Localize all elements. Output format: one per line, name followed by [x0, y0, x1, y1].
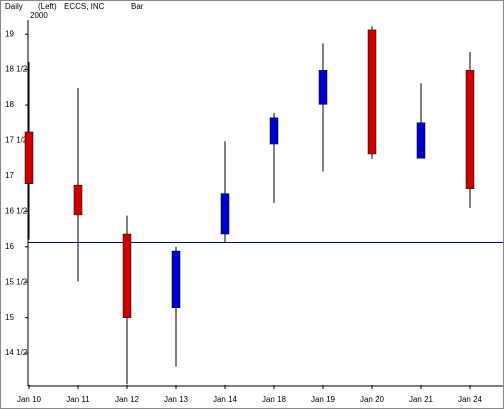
- candle-body: [24, 131, 34, 184]
- header: Daily: [5, 2, 23, 11]
- x-tick-label: Jan 14: [213, 395, 238, 404]
- header: (Left): [38, 2, 57, 11]
- x-tick-label: Jan 19: [311, 395, 336, 404]
- x-tick-label: Jan 11: [66, 395, 90, 404]
- y-tick-label: 18 1/2: [5, 65, 28, 74]
- x-tick-label: Jan 18: [262, 395, 287, 404]
- candle-body: [318, 70, 328, 105]
- x-tick-label: Jan 10: [17, 395, 42, 404]
- candle-body: [73, 184, 83, 216]
- y-tick-label: 17: [5, 171, 14, 180]
- candle-body: [122, 233, 132, 318]
- x-tick-label: Jan 12: [115, 395, 140, 404]
- y-tick-label: 15: [5, 313, 14, 322]
- header: Bar: [131, 2, 144, 11]
- y-tick-label: 16 1/2: [5, 206, 28, 215]
- y-tick-label: 14 1/2: [5, 348, 28, 357]
- y-tick-label: 15 1/2: [5, 277, 28, 286]
- x-tick-label: Jan 20: [360, 395, 385, 404]
- y-tick-label: 18: [5, 100, 14, 109]
- x-tick-label: Jan 21: [409, 395, 434, 404]
- candle-body: [416, 122, 426, 159]
- x-tick-label: Jan 13: [164, 395, 189, 404]
- y-tick-label: 17 1/2: [5, 136, 28, 145]
- header: ECCS, INC: [64, 2, 105, 11]
- candle-body: [269, 117, 279, 145]
- year: 2000: [30, 11, 48, 20]
- candle-body: [465, 70, 475, 189]
- candle-body: [171, 250, 181, 308]
- candle-body: [220, 193, 230, 235]
- candle-body: [367, 29, 377, 155]
- y-tick-label: 16: [5, 242, 14, 251]
- y-tick-label: 19: [5, 29, 14, 38]
- x-tick-label: Jan 24: [458, 395, 483, 404]
